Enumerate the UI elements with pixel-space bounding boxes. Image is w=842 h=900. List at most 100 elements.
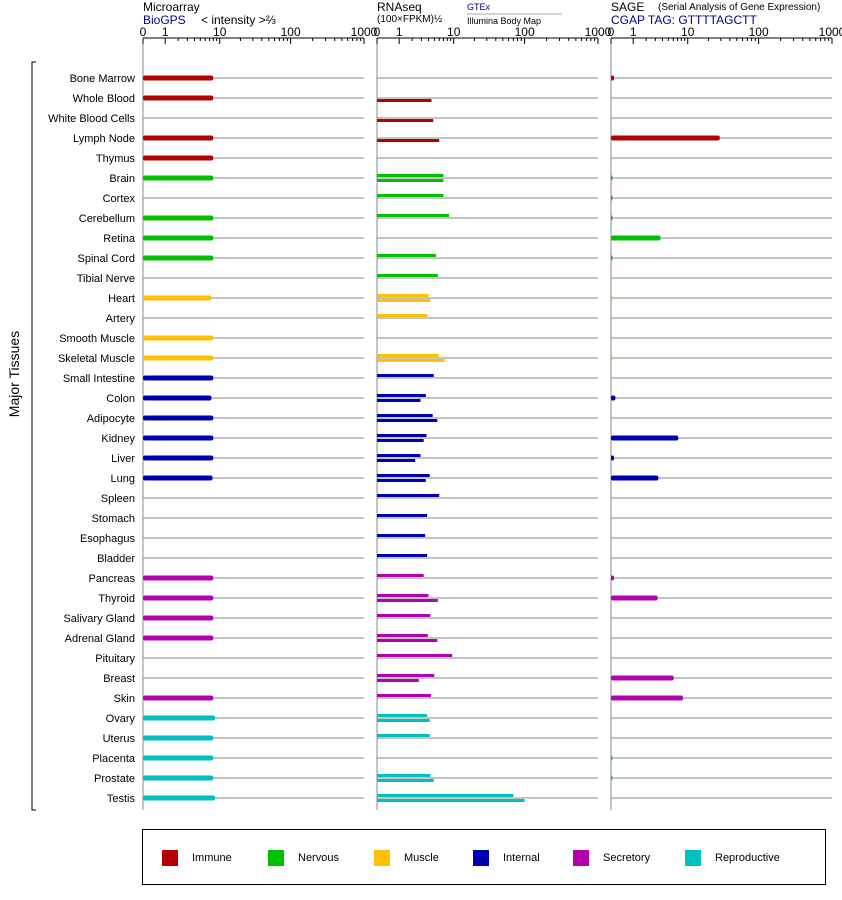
tissue-label: Skin	[114, 693, 135, 705]
microarray-bar	[143, 595, 214, 601]
tissue-label: Brain	[109, 173, 135, 185]
tissue-bracket	[31, 61, 36, 811]
rnaseq-bar-gtex	[377, 474, 430, 477]
rnaseq-bar-ibm	[377, 799, 525, 802]
rnaseq-bar-gtex	[377, 294, 429, 297]
microarray-tick-label: 0	[140, 25, 147, 39]
rnaseq-bar-gtex	[377, 614, 431, 617]
tissue-label: Spleen	[101, 493, 135, 505]
rnaseq-bar-gtex	[377, 374, 434, 377]
rnaseq-bar-gtex	[377, 794, 514, 797]
sage-bar	[611, 175, 613, 181]
rnaseq-bar-ibm	[377, 139, 440, 142]
rnaseq-bar-ibm	[377, 439, 424, 442]
legend-item-internal: Internal	[473, 850, 540, 866]
tissue-label: Bladder	[97, 553, 135, 565]
legend-item-secretory: Secretory	[573, 850, 650, 866]
rnaseq-bar-ibm	[377, 639, 438, 642]
rnaseq-tick-label: 10	[447, 25, 461, 39]
microarray-bar	[143, 755, 214, 761]
rnaseq-bar-gtex	[377, 654, 453, 657]
microarray-tick-label: 100	[281, 25, 301, 39]
microarray-bar	[143, 355, 214, 361]
sage-bar	[611, 775, 613, 781]
tissue-label: Thymus	[96, 153, 136, 165]
sage-bar	[611, 195, 613, 201]
microarray-tick-label: 1000	[351, 25, 378, 39]
tissue-label: Artery	[106, 313, 136, 325]
rnaseq-bar-ibm	[377, 719, 430, 722]
rnaseq-bar-ibm	[377, 99, 432, 102]
rnaseq-bar-gtex	[377, 554, 428, 557]
rnaseq-bar-gtex	[377, 454, 421, 457]
tissue-label: Kidney	[101, 433, 135, 445]
tissue-label: Pituitary	[95, 653, 135, 665]
tissue-label: Spinal Cord	[78, 253, 135, 265]
sage-bar	[611, 675, 674, 681]
tissue-label: Testis	[107, 793, 136, 805]
tissue-label: Small Intestine	[63, 373, 135, 385]
microarray-bar	[143, 375, 214, 381]
microarray-title: Microarray	[143, 0, 200, 14]
tissue-label: Esophagus	[80, 533, 136, 545]
rnaseq-bar-ibm	[377, 419, 438, 422]
sage-bar	[611, 75, 615, 81]
rnaseq-bar-gtex	[377, 274, 438, 277]
tissue-label: Whole Blood	[73, 93, 135, 105]
sage-bar	[611, 575, 615, 581]
rnaseq-bar-gtex	[377, 314, 428, 317]
microarray-bar	[143, 95, 214, 101]
sage-bar	[611, 755, 613, 761]
microarray-bar	[143, 415, 214, 421]
microarray-bar	[143, 295, 212, 301]
tissue-label: Thyroid	[98, 593, 135, 605]
tissue-label: Colon	[106, 393, 135, 405]
rnaseq-tick-label: 1000	[585, 25, 612, 39]
microarray-bar	[143, 635, 214, 641]
rnaseq-tick-label: 0	[374, 25, 381, 39]
tissue-label: Placenta	[92, 753, 136, 765]
rnaseq-bar-gtex	[377, 354, 439, 357]
microarray-bar	[143, 575, 214, 581]
rnaseq-bar-gtex	[377, 714, 428, 717]
sage-bar	[611, 435, 679, 441]
legend-swatch-internal	[473, 850, 489, 866]
sage-tick-label: 1	[630, 25, 637, 39]
rnaseq-tick-label: 100	[515, 25, 535, 39]
legend-item-reproductive: Reproductive	[685, 850, 780, 866]
sage-bar	[611, 395, 616, 401]
legend-label-muscle: Muscle	[404, 852, 439, 864]
sage-tick-label: 100	[749, 25, 769, 39]
rnaseq-bar-gtex	[377, 774, 431, 777]
tissue-label: Cerebellum	[79, 213, 135, 225]
microarray-tick-label: 10	[213, 25, 227, 39]
legend-swatch-muscle	[374, 850, 390, 866]
rnaseq-bar-ibm	[377, 179, 444, 182]
rnaseq-unit: (100×FPKM)½	[377, 14, 443, 25]
microarray-bar	[143, 615, 214, 621]
rnaseq-title: RNAseq	[377, 0, 422, 14]
legend-item-nervous: Nervous	[268, 850, 339, 866]
rnaseq-bar-gtex	[377, 574, 424, 577]
tissue-label: Prostate	[94, 773, 135, 785]
rnaseq-bar-gtex	[377, 194, 444, 197]
sage-bar	[611, 135, 720, 141]
rnaseq-bar-gtex	[377, 594, 429, 597]
tissue-label: Salivary Gland	[63, 613, 135, 625]
rnaseq-bar-ibm	[377, 779, 434, 782]
legend-swatch-secretory	[573, 850, 589, 866]
rnaseq-bar-gtex	[377, 414, 433, 417]
rnaseq-bar-gtex	[377, 534, 426, 537]
tissue-label: Pancreas	[89, 573, 136, 585]
legend-item-muscle: Muscle	[374, 850, 439, 866]
rnaseq-bar-ibm	[377, 679, 419, 682]
rnaseq-bar-gtex	[377, 734, 430, 737]
legend-swatch-nervous	[268, 850, 284, 866]
rnaseq-source-gtex: GTEx	[467, 2, 491, 12]
legend-item-immune: Immune	[162, 850, 232, 866]
sage-bar	[611, 595, 658, 601]
sage-bar	[611, 475, 659, 481]
tissue-expression-chart: 011010010000110100100001101001000Bone Ma…	[31, 13, 842, 811]
tissue-label: Lymph Node	[73, 133, 135, 145]
rnaseq-source-ibm: Illumina Body Map	[467, 16, 542, 26]
